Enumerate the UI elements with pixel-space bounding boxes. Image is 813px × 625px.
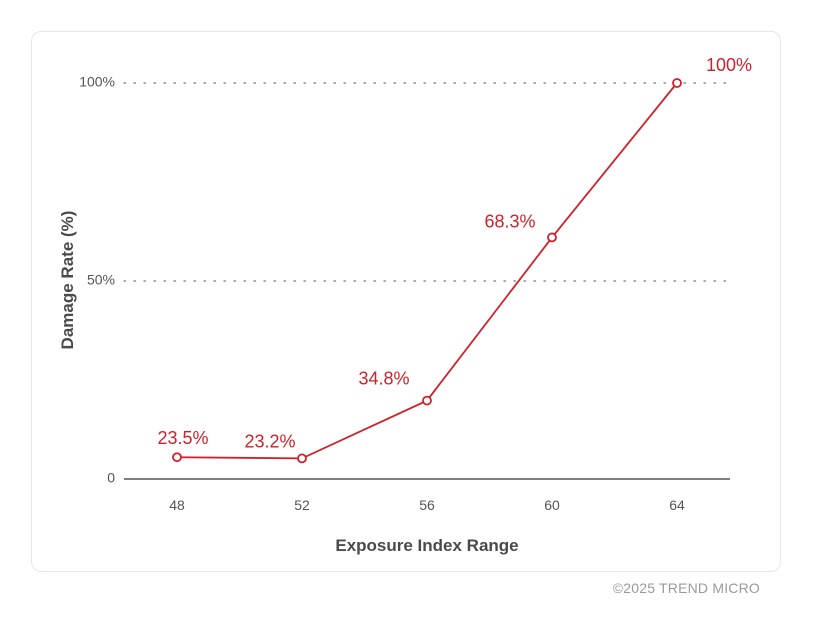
copyright-credit: ©2025 TREND MICRO (612, 580, 760, 596)
x-tick-label: 64 (669, 497, 685, 513)
x-tick-label: 60 (544, 497, 560, 513)
x-axis-ticks: 48 52 56 60 64 (169, 497, 685, 513)
y-axis-ticks: 0 50% 100% (79, 74, 115, 486)
data-point (672, 78, 682, 88)
data-labels: 23.5% 23.2% 34.8% 68.3% 100% (157, 55, 752, 451)
x-axis-title: Exposure Index Range (335, 536, 518, 555)
data-label: 68.3% (484, 211, 535, 231)
data-point (172, 452, 182, 463)
data-point (422, 395, 432, 406)
chart-card (31, 31, 781, 572)
y-tick-label: 0 (107, 470, 115, 486)
data-label: 100% (706, 55, 752, 75)
x-tick-label: 48 (169, 497, 185, 513)
y-tick-label: 100% (79, 74, 115, 90)
x-tick-label: 56 (419, 497, 435, 513)
data-label: 23.5% (157, 428, 208, 448)
x-tick-label: 52 (294, 497, 310, 513)
data-points (172, 78, 682, 464)
data-label: 23.2% (244, 431, 295, 451)
data-label: 34.8% (358, 369, 409, 389)
data-point (297, 453, 307, 464)
y-axis-title: Damage Rate (%) (58, 211, 77, 350)
gridlines (123, 82, 731, 282)
y-tick-label: 50% (87, 272, 115, 288)
data-point (547, 232, 557, 243)
